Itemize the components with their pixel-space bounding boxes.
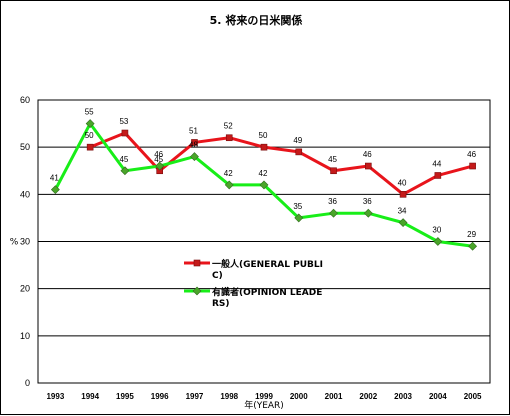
- data-label: 48: [189, 141, 198, 150]
- data-point: [330, 167, 337, 175]
- data-point: [468, 241, 478, 251]
- y-tick-label: 10: [20, 331, 30, 341]
- y-tick-label: 20: [20, 284, 30, 294]
- data-label: 46: [467, 150, 476, 159]
- x-tick-label: 1995: [116, 392, 134, 401]
- data-point: [191, 139, 198, 146]
- legend-marker: [192, 286, 202, 296]
- data-label: 45: [328, 155, 337, 164]
- legend-marker: [193, 259, 201, 267]
- legend-label: RS): [212, 299, 230, 309]
- x-tick-label: 2004: [429, 392, 447, 401]
- data-label: 50: [259, 131, 268, 140]
- data-label: 55: [85, 108, 94, 117]
- data-label: 46: [154, 150, 163, 159]
- data-label: 51: [189, 126, 198, 135]
- data-point: [260, 143, 268, 151]
- data-label: 45: [119, 155, 128, 164]
- data-point: [469, 162, 476, 170]
- data-point: [259, 180, 269, 190]
- data-point: [155, 161, 165, 171]
- x-tick-label: 2001: [325, 392, 343, 401]
- data-label: 42: [259, 169, 268, 178]
- data-point: [294, 213, 304, 223]
- data-label: 53: [119, 117, 128, 126]
- data-label: 42: [224, 169, 233, 178]
- data-point: [399, 191, 407, 198]
- legend-label: C): [212, 271, 223, 281]
- data-point: [224, 180, 234, 190]
- data-label: 35: [293, 202, 302, 211]
- y-axis-title: %: [10, 238, 19, 248]
- data-point: [365, 162, 372, 170]
- data-point: [120, 166, 130, 176]
- legend-label: 一般人(GENERAL PUBLI: [212, 258, 323, 270]
- data-point: [434, 172, 442, 179]
- data-label: 44: [432, 159, 441, 168]
- x-tick-label: 1999: [255, 392, 273, 401]
- data-label: 34: [398, 207, 407, 216]
- x-tick-label: 1998: [220, 392, 238, 401]
- y-tick-label: 60: [20, 95, 30, 105]
- y-tick-label: 30: [20, 237, 30, 247]
- data-point: [121, 129, 129, 137]
- data-point: [50, 185, 60, 195]
- legend-label: 有識者(OPINION LEADE: [212, 286, 322, 298]
- data-point: [329, 208, 338, 218]
- x-tick-label: 1996: [151, 392, 169, 401]
- data-point: [85, 119, 95, 129]
- data-label: 46: [363, 150, 372, 159]
- data-label: 49: [293, 136, 302, 145]
- series-line: [89, 131, 474, 196]
- x-tick-label: 1994: [81, 392, 99, 401]
- x-tick-label: 2003: [394, 392, 412, 401]
- data-label: 36: [363, 197, 372, 206]
- data-label: 52: [224, 122, 233, 131]
- data-label: 30: [432, 226, 441, 235]
- data-label: 45: [154, 155, 163, 164]
- data-label: 29: [467, 230, 476, 239]
- x-tick-label: 2000: [290, 392, 308, 401]
- x-tick-label: 1997: [186, 392, 204, 401]
- data-label: 40: [398, 178, 407, 187]
- data-point: [225, 134, 233, 142]
- data-point: [190, 152, 199, 162]
- data-point: [363, 208, 373, 218]
- x-axis-title: 年(YEAR): [244, 399, 284, 411]
- data-point: [295, 148, 303, 156]
- chart-title: 5. 将来の日米関係: [209, 14, 303, 27]
- data-point: [86, 143, 94, 151]
- y-tick-label: 50: [20, 142, 30, 152]
- x-tick-label: 1993: [46, 392, 64, 401]
- data-point: [433, 237, 443, 246]
- data-label: 41: [50, 174, 59, 183]
- plot-area-border: [37, 99, 491, 384]
- data-label: 50: [85, 131, 94, 140]
- x-tick-label: 2002: [359, 392, 377, 401]
- x-tick-label: 2005: [464, 392, 482, 401]
- y-tick-label: 0: [25, 378, 30, 388]
- y-tick-label: 40: [20, 189, 30, 199]
- data-label: 36: [328, 197, 337, 206]
- data-point: [398, 218, 408, 228]
